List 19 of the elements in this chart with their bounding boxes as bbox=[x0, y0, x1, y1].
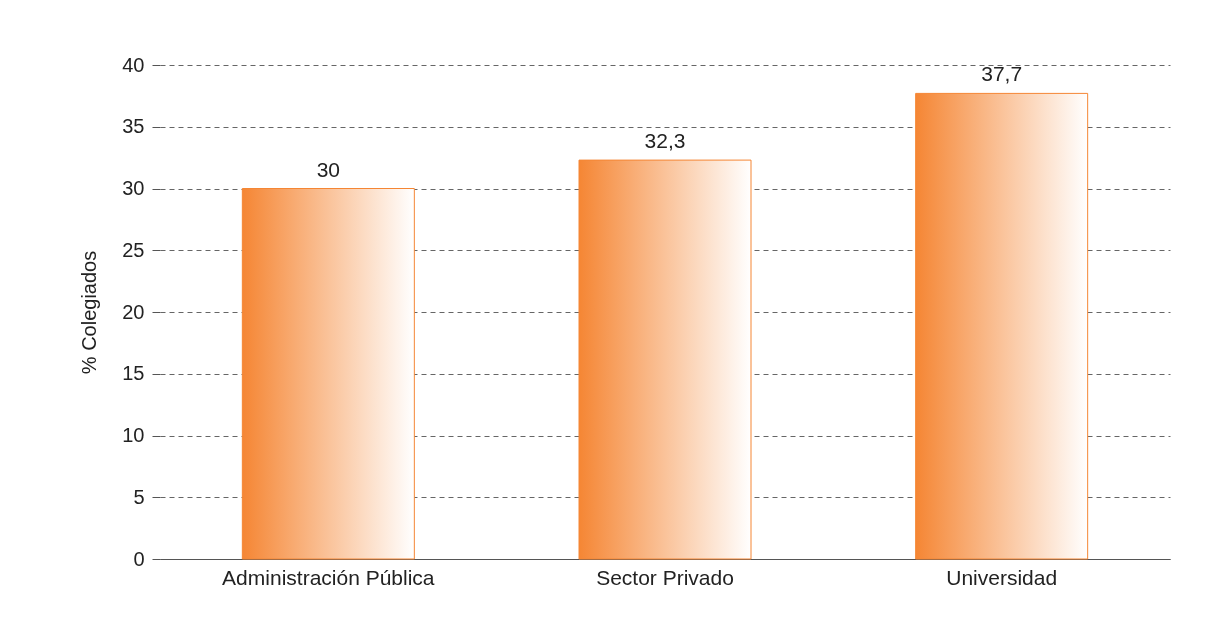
data-label: 30 bbox=[316, 157, 341, 181]
y-tick-label: 15 bbox=[122, 362, 145, 385]
bar bbox=[578, 159, 752, 560]
y-tick-label: 25 bbox=[122, 238, 145, 261]
x-tick-label: Sector Privado bbox=[596, 565, 734, 589]
y-tick-label: 10 bbox=[122, 424, 145, 446]
y-tick-label: 5 bbox=[133, 485, 145, 508]
data-label: 32,3 bbox=[644, 129, 686, 153]
bar bbox=[241, 188, 415, 560]
data-label: 37,7 bbox=[981, 62, 1023, 86]
y-tick-label: 30 bbox=[122, 177, 145, 199]
y-tick-label: 20 bbox=[122, 300, 145, 323]
bar bbox=[915, 92, 1089, 560]
x-tick-label: Administración Pública bbox=[222, 565, 435, 589]
y-axis-title: % Colegiados bbox=[78, 250, 101, 375]
y-tick-label: 0 bbox=[133, 547, 145, 570]
x-tick-label: Universidad bbox=[946, 565, 1058, 589]
y-tick-label: 40 bbox=[122, 53, 145, 76]
y-tick-label: 35 bbox=[122, 115, 145, 138]
